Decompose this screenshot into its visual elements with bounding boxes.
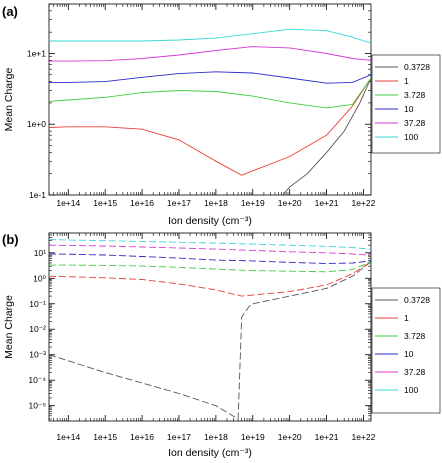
legend-entry: 100: [404, 385, 418, 395]
y-axis-title: Mean Charge: [3, 295, 15, 359]
x-tick-label: 1e+16: [130, 198, 154, 208]
legend-entry: 10: [404, 104, 414, 114]
y-tick-label: 10⁻¹: [29, 299, 46, 309]
panel-label: (b): [2, 232, 19, 247]
series-line-1: [49, 77, 371, 176]
y-tick-label: 1e+0: [27, 119, 46, 129]
series-line-3-728: [49, 261, 371, 273]
y-tick-label: 10¹: [34, 248, 46, 258]
y-tick-label: 1e+1: [27, 48, 46, 58]
chart-panel-b: 1e+14 1e+15 1e+16 1e+17 1e+18 1e+19 1e+20 1e+21…: [2, 232, 441, 459]
series-line-100: [49, 28, 371, 44]
chart-panel-a: 1e+14 1e+15 1e+16 1e+17 1e+18 1e+19 1e+20 1e+21…: [2, 3, 441, 227]
series-line-37-28: [49, 244, 371, 256]
legend-box: [371, 287, 441, 414]
y-tick-label: 10⁻³: [29, 350, 46, 360]
legend-entry: 3.728: [404, 331, 426, 341]
x-tick-label: 1e+19: [241, 198, 265, 208]
legend-entry: 0.3728: [404, 62, 430, 72]
x-tick-label: 1e+20: [278, 198, 302, 208]
legend-entry: 10: [404, 349, 414, 359]
x-tick-label: 1e+18: [204, 198, 228, 208]
x-tick-label: 1e+20: [278, 432, 302, 442]
legend-entry: 1: [404, 313, 409, 323]
series-line-100: [49, 239, 371, 250]
series-line-1: [49, 261, 371, 297]
x-axis-title: Ion density (cm⁻³): [168, 447, 252, 459]
x-tick-label: 1e+15: [93, 432, 117, 442]
y-axis-title: Mean Charge: [3, 68, 15, 132]
legend-entry: 37.28: [404, 118, 426, 128]
x-tick-label: 1e+21: [315, 432, 339, 442]
x-tick-label: 1e+17: [167, 432, 191, 442]
x-tick-label: 1e+14: [56, 198, 80, 208]
x-tick-label: 1e+19: [241, 432, 265, 442]
series-line-10: [49, 71, 371, 84]
legend-entry: 100: [404, 132, 418, 142]
x-tick-label: 1e+17: [167, 198, 191, 208]
x-tick-label: 1e+14: [56, 432, 80, 442]
x-tick-label: 1e+22: [352, 432, 376, 442]
series-line-37-28: [49, 46, 371, 62]
panel-label: (a): [2, 4, 18, 19]
plot-frame: [48, 232, 372, 422]
y-tick-label: 10⁻²: [29, 324, 46, 334]
x-tick-label: 1e+21: [315, 198, 339, 208]
x-tick-label: 1e+15: [93, 198, 117, 208]
series-line-3-728: [49, 77, 371, 109]
legend-entry: 0.3728: [404, 295, 430, 305]
x-tick-label: 1e+18: [204, 432, 228, 442]
y-tick-label: 1e-1: [29, 190, 46, 200]
y-tick-label: 10⁻⁵: [29, 401, 46, 411]
series-line-10: [49, 253, 371, 264]
x-axis-title: Ion density (cm⁻³): [168, 215, 252, 227]
series-line-0-3728: [49, 261, 371, 420]
x-tick-label: 1e+22: [352, 198, 376, 208]
y-tick-label: 10⁻⁴: [28, 375, 46, 385]
legend-entry: 3.728: [404, 90, 426, 100]
x-tick-label: 1e+16: [130, 432, 154, 442]
legend-entry: 1: [404, 76, 409, 86]
series-line-0-3728: [282, 77, 371, 195]
y-tick-label: 10⁰: [33, 273, 46, 283]
legend-entry: 37.28: [404, 367, 426, 377]
plot-frame: [48, 3, 372, 196]
